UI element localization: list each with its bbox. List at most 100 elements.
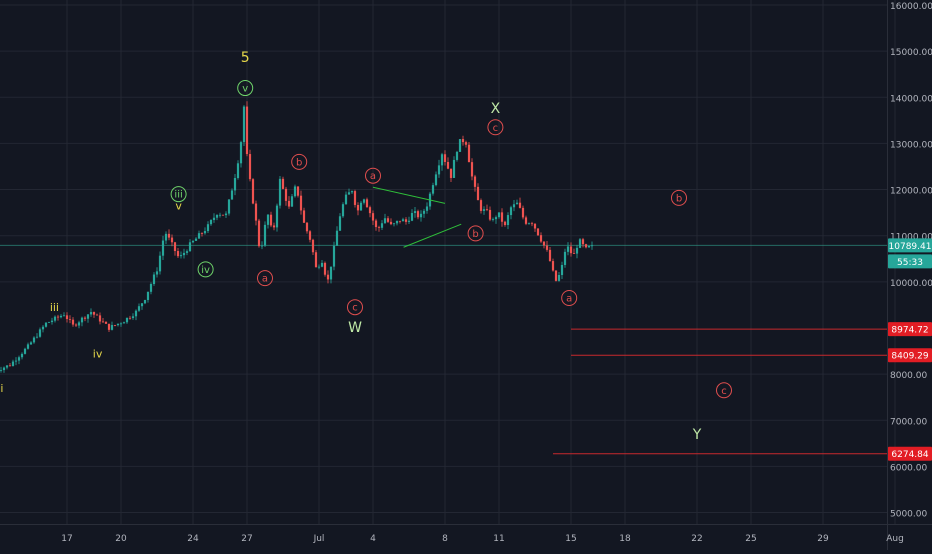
- candle-body: [338, 216, 342, 231]
- candle-body: [41, 326, 45, 330]
- candle-body: [107, 323, 111, 330]
- trend-line[interactable]: [372, 186, 446, 204]
- candle-body: [29, 342, 33, 345]
- wave-label[interactable]: v: [175, 200, 182, 213]
- candle-body: [257, 220, 261, 247]
- wave-label[interactable]: b: [296, 157, 302, 168]
- candle-body: [419, 213, 423, 218]
- candle-body: [278, 178, 282, 206]
- candle-body: [443, 154, 447, 162]
- candle-body: [356, 204, 360, 211]
- candle-body: [119, 323, 123, 325]
- candle-body: [101, 321, 105, 323]
- candle-body: [50, 320, 54, 323]
- wave-label[interactable]: a: [370, 171, 376, 182]
- wave-label[interactable]: X: [491, 101, 501, 117]
- price-level-badge: 8974.72: [891, 326, 928, 336]
- candle-body: [71, 319, 75, 325]
- candle-body: [452, 159, 456, 178]
- candle-body: [5, 365, 9, 368]
- current-price-badge: 10789.41: [889, 242, 932, 252]
- x-tick-label: 22: [691, 534, 702, 544]
- candle-body: [131, 316, 135, 319]
- candle-body: [413, 211, 417, 214]
- candle-body: [407, 220, 411, 222]
- candle-body: [317, 266, 321, 268]
- wave-label[interactable]: iii: [174, 190, 182, 201]
- candle-body: [359, 202, 363, 211]
- candle-body: [557, 274, 561, 281]
- candle-body: [152, 274, 156, 285]
- wave-label[interactable]: iv: [93, 347, 103, 360]
- trend-line[interactable]: [403, 223, 462, 248]
- wave-label-circle: [170, 186, 187, 203]
- wave-label[interactable]: a: [262, 274, 268, 285]
- candle-body: [161, 240, 165, 256]
- x-tick-label: 29: [817, 534, 829, 544]
- candle-body: [35, 336, 39, 338]
- price-level-badge: 8409.29: [891, 352, 928, 362]
- candle-body: [500, 212, 504, 222]
- candle-body: [284, 188, 288, 201]
- wave-label[interactable]: iv: [201, 265, 210, 276]
- wave-label[interactable]: b: [472, 229, 478, 240]
- candle-body: [341, 204, 345, 217]
- wave-label[interactable]: Y: [692, 427, 702, 443]
- wave-label[interactable]: b: [676, 193, 682, 204]
- candle-body: [227, 199, 231, 214]
- wave-label[interactable]: c: [493, 123, 499, 134]
- wave-label[interactable]: a: [566, 293, 572, 304]
- candle-body: [311, 239, 315, 253]
- candle-body: [455, 151, 459, 160]
- candle-body: [104, 321, 108, 324]
- price-level-badge-bg: [888, 446, 932, 461]
- wave-label[interactable]: v: [242, 84, 248, 95]
- x-tick-label: 15: [565, 534, 576, 544]
- candle-body: [215, 215, 219, 218]
- wave-label[interactable]: W: [348, 320, 362, 336]
- candle-body: [437, 165, 441, 175]
- candle-body: [503, 221, 507, 226]
- candle-body: [464, 142, 468, 145]
- candle-body: [74, 324, 78, 326]
- candle-body: [191, 240, 195, 243]
- candle-body: [365, 199, 369, 208]
- candle-body: [554, 270, 558, 281]
- candle-body: [44, 322, 48, 327]
- candle-body: [590, 245, 594, 247]
- candle-body: [137, 306, 141, 311]
- wave-label[interactable]: 5: [241, 50, 250, 66]
- wave-label[interactable]: ii: [0, 382, 3, 395]
- candle-body: [488, 209, 492, 220]
- wave-label-circle: [671, 189, 687, 206]
- price-level-badge: 6274.84: [891, 450, 928, 460]
- candle-body: [569, 246, 573, 254]
- countdown-badge: 55:33: [897, 258, 923, 268]
- candle-body: [302, 210, 306, 223]
- wave-label[interactable]: c: [721, 386, 727, 397]
- y-tick-label: 7000.00: [890, 417, 927, 427]
- candle-body: [548, 249, 552, 262]
- wave-label-circle: [257, 270, 273, 287]
- candle-body: [326, 274, 330, 280]
- candle-body: [53, 316, 57, 321]
- candle-body: [11, 361, 15, 366]
- candle-body: [242, 106, 246, 143]
- candle-body: [125, 317, 129, 323]
- candle-body: [92, 312, 96, 315]
- wave-label-circle: [197, 261, 214, 278]
- candle-body: [305, 222, 309, 232]
- candle-body: [110, 325, 114, 330]
- candle-body: [467, 144, 471, 163]
- candle-body: [473, 176, 477, 187]
- candle-body: [275, 205, 279, 228]
- candle-body: [197, 233, 201, 239]
- wave-label[interactable]: c: [352, 303, 358, 314]
- candle-body: [293, 186, 297, 197]
- candle-body: [404, 219, 408, 222]
- candle-body: [479, 200, 483, 211]
- wave-label-circle: [365, 167, 381, 184]
- wave-label[interactable]: iii: [50, 301, 59, 314]
